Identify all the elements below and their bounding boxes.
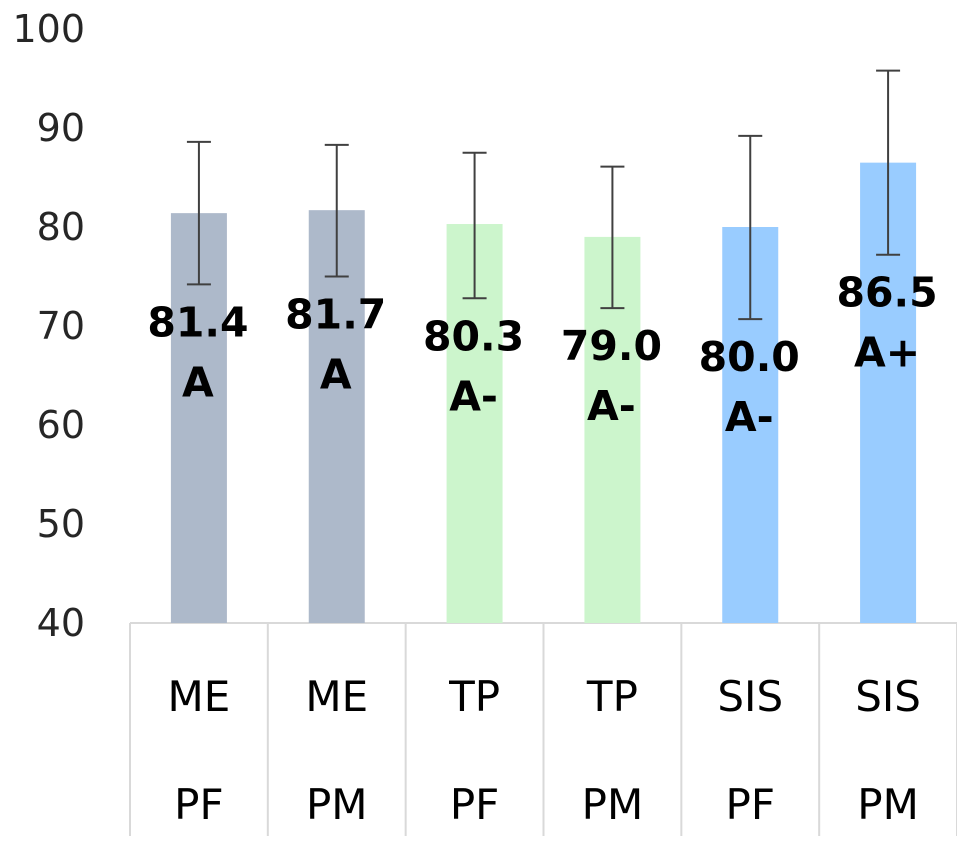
y-tick-label: 50	[37, 502, 85, 546]
y-tick-label: 40	[37, 601, 85, 645]
data-label-grade: A	[320, 351, 352, 399]
y-tick-label: 60	[37, 403, 85, 447]
x-category-label-period: PM	[582, 780, 644, 829]
data-label-value: 86.5	[836, 269, 937, 317]
x-category-label-period: PF	[450, 780, 500, 829]
y-tick-label: 70	[37, 304, 85, 348]
x-category-label-group: SIS	[855, 672, 921, 721]
x-category-label-period: PF	[726, 780, 776, 829]
data-label-grade: A	[182, 358, 214, 406]
data-label-value: 81.7	[285, 291, 386, 339]
data-label-grade: A-	[449, 372, 498, 420]
x-category-label-group: ME	[168, 672, 231, 721]
bar	[308, 210, 365, 624]
data-label-value: 80.0	[699, 333, 800, 381]
data-label-value: 80.3	[423, 312, 524, 360]
data-label-value: 79.0	[561, 322, 662, 370]
y-tick-label: 80	[37, 205, 85, 249]
x-category-label-period: PF	[174, 780, 224, 829]
x-category-label-period: PM	[306, 780, 368, 829]
data-label-grade: A-	[725, 393, 774, 441]
x-category-label-group: ME	[305, 672, 368, 721]
y-tick-label: 100	[12, 7, 85, 51]
y-tick-label: 90	[37, 106, 85, 150]
x-category-label-group: TP	[448, 672, 500, 721]
x-category-label-group: TP	[586, 672, 638, 721]
x-category-label-group: SIS	[717, 672, 783, 721]
x-category-label-period: PM	[857, 780, 919, 829]
data-label-grade: A+	[854, 329, 920, 377]
data-label-grade: A-	[587, 382, 636, 430]
data-label-value: 81.4	[147, 298, 248, 346]
